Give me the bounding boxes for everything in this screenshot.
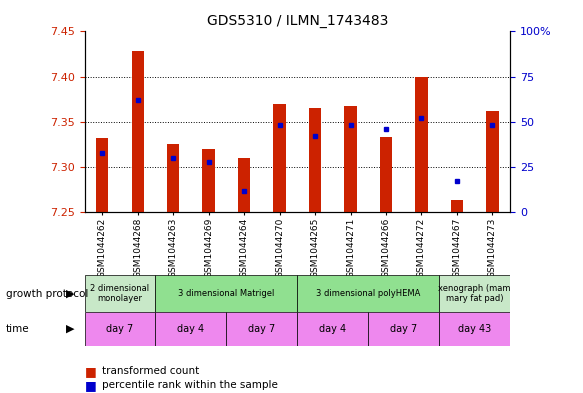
Text: ▶: ▶ xyxy=(66,289,75,299)
Bar xyxy=(368,312,439,346)
Bar xyxy=(156,275,297,312)
Bar xyxy=(297,312,368,346)
Bar xyxy=(273,104,286,212)
Bar xyxy=(238,158,250,212)
Text: day 43: day 43 xyxy=(458,324,491,334)
Bar xyxy=(226,312,297,346)
Text: day 7: day 7 xyxy=(106,324,134,334)
Bar xyxy=(451,200,463,212)
Title: GDS5310 / ILMN_1743483: GDS5310 / ILMN_1743483 xyxy=(206,14,388,28)
Text: day 7: day 7 xyxy=(390,324,417,334)
Bar xyxy=(132,51,144,212)
Bar xyxy=(85,312,156,346)
Text: time: time xyxy=(6,324,30,334)
Text: day 4: day 4 xyxy=(319,324,346,334)
Text: ■: ■ xyxy=(85,378,96,392)
Text: day 4: day 4 xyxy=(177,324,205,334)
Bar xyxy=(309,108,321,212)
Bar xyxy=(439,312,510,346)
Text: percentile rank within the sample: percentile rank within the sample xyxy=(102,380,278,390)
Bar xyxy=(202,149,215,212)
Text: ■: ■ xyxy=(85,365,96,378)
Bar xyxy=(486,111,498,212)
Bar xyxy=(167,144,180,212)
Bar xyxy=(415,77,428,212)
Bar xyxy=(156,312,226,346)
Bar xyxy=(380,137,392,212)
Text: 3 dimensional Matrigel: 3 dimensional Matrigel xyxy=(178,289,275,298)
Bar xyxy=(297,275,439,312)
Text: growth protocol: growth protocol xyxy=(6,289,88,299)
Text: day 7: day 7 xyxy=(248,324,276,334)
Text: 3 dimensional polyHEMA: 3 dimensional polyHEMA xyxy=(316,289,420,298)
Bar xyxy=(345,106,357,212)
Bar xyxy=(96,138,108,212)
Text: ▶: ▶ xyxy=(66,324,75,334)
Bar xyxy=(439,275,510,312)
Text: xenograph (mam
mary fat pad): xenograph (mam mary fat pad) xyxy=(438,284,511,303)
Bar xyxy=(85,275,156,312)
Text: 2 dimensional
monolayer: 2 dimensional monolayer xyxy=(90,284,150,303)
Text: transformed count: transformed count xyxy=(102,366,199,376)
